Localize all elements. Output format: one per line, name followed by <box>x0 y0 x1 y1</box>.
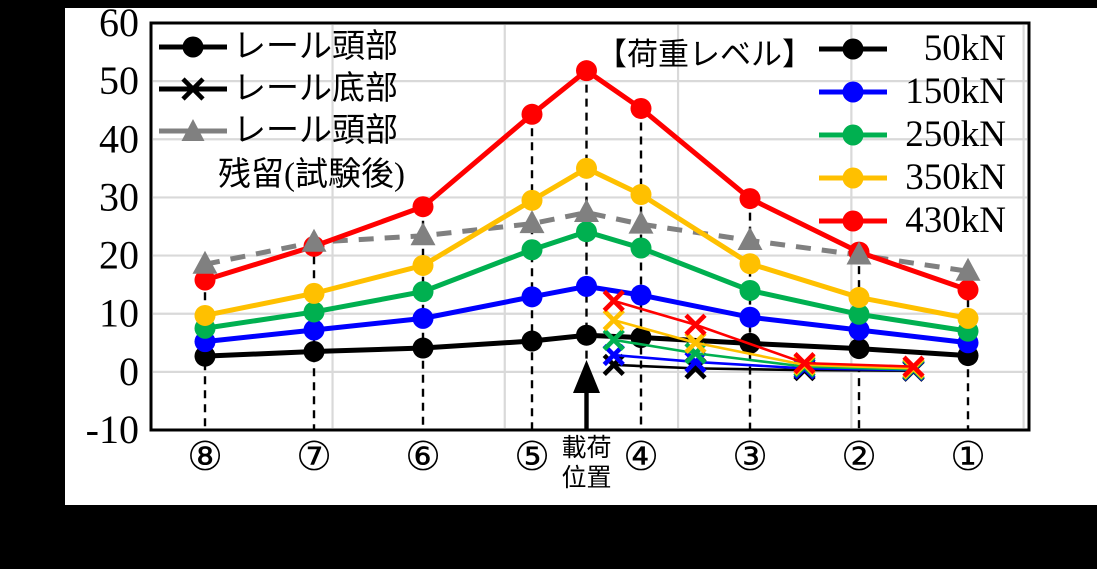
svg-text:⑥: ⑥ <box>405 434 441 480</box>
residual-line <box>204 209 969 274</box>
y-axis-tick-labels: 60 50 40 30 20 10 0 -10 <box>86 0 139 452</box>
x-axis-station-labels: ⑧ ⑦ ⑥ ⑤ ④ ③ ② ① <box>187 434 986 480</box>
svg-text:位置: 位置 <box>561 464 611 492</box>
svg-text:40: 40 <box>99 116 139 161</box>
svg-text:②: ② <box>841 434 877 480</box>
svg-text:-10: -10 <box>86 407 139 452</box>
head-series-250kN <box>194 221 979 342</box>
svg-text:⑦: ⑦ <box>296 434 332 480</box>
svg-text:①: ① <box>950 434 986 480</box>
svg-text:③: ③ <box>732 434 768 480</box>
head-series-150kN <box>194 275 979 354</box>
svg-text:60: 60 <box>99 0 139 45</box>
svg-text:10: 10 <box>99 291 139 336</box>
head-series-350kN <box>194 157 979 329</box>
svg-text:載荷: 載荷 <box>561 434 611 462</box>
svg-text:⑤: ⑤ <box>514 434 550 480</box>
svg-text:0: 0 <box>119 349 139 394</box>
svg-text:20: 20 <box>99 233 139 278</box>
loading-position-arrow <box>573 360 600 429</box>
base-series-430kN <box>602 289 925 378</box>
svg-text:⑧: ⑧ <box>187 434 223 480</box>
residual-markers <box>192 199 981 281</box>
svg-text:30: 30 <box>99 174 139 219</box>
svg-text:50: 50 <box>99 58 139 103</box>
svg-text:④: ④ <box>623 434 659 480</box>
legend-load-header: 【荷重レベル】 <box>596 37 813 72</box>
